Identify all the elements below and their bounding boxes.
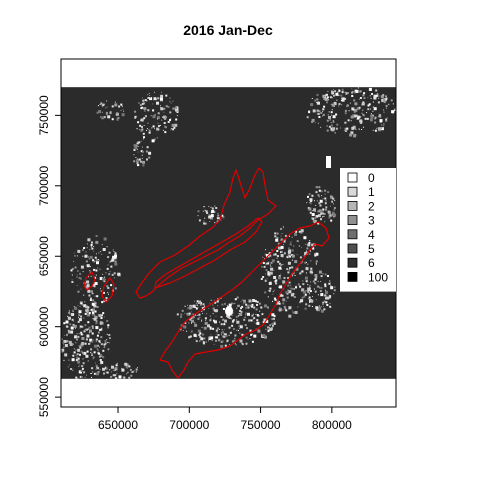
y-tick-label: 600000 (37, 306, 51, 346)
x-tick-label: 800000 (312, 418, 352, 432)
legend-label: 0 (368, 171, 375, 185)
legend-swatch (347, 271, 358, 282)
x-tick-label: 700000 (169, 418, 209, 432)
legend-swatch (347, 186, 358, 197)
x-axis: 650000 700000 750000 800000 (98, 407, 352, 432)
y-tick-label: 700000 (37, 165, 51, 205)
legend-label: 2 (368, 199, 375, 213)
y-tick-label: 650000 (37, 236, 51, 276)
x-tick-label: 650000 (98, 418, 138, 432)
snow-cover-pixels (61, 87, 396, 380)
legend-label: 4 (368, 228, 375, 242)
legend-swatch (347, 243, 358, 254)
legend-swatch (347, 200, 358, 211)
legend-swatch (347, 257, 358, 268)
y-tick-label: 550000 (37, 377, 51, 417)
boundary-west-patch (83, 271, 96, 291)
legend-label: 1 (368, 185, 375, 199)
legend-label: 5 (368, 242, 375, 256)
legend-swatch (347, 172, 358, 183)
region-boundaries (83, 167, 330, 379)
x-tick-label: 750000 (241, 418, 281, 432)
boundary-south-range (159, 221, 330, 379)
legend-swatch (347, 229, 358, 240)
boundary-inner-ridge (154, 217, 263, 289)
boundary-west-patch-2 (101, 277, 115, 303)
legend-label: 100 (368, 270, 388, 284)
legend-label: 3 (368, 214, 375, 228)
legend-label: 6 (368, 256, 375, 270)
map-title: 2016 Jan-Dec (183, 22, 273, 38)
boundary-north-ridge (135, 167, 277, 299)
y-axis: 550000 600000 650000 700000 750000 (37, 95, 61, 417)
y-tick-label: 750000 (37, 95, 51, 135)
legend-swatch (347, 215, 358, 226)
